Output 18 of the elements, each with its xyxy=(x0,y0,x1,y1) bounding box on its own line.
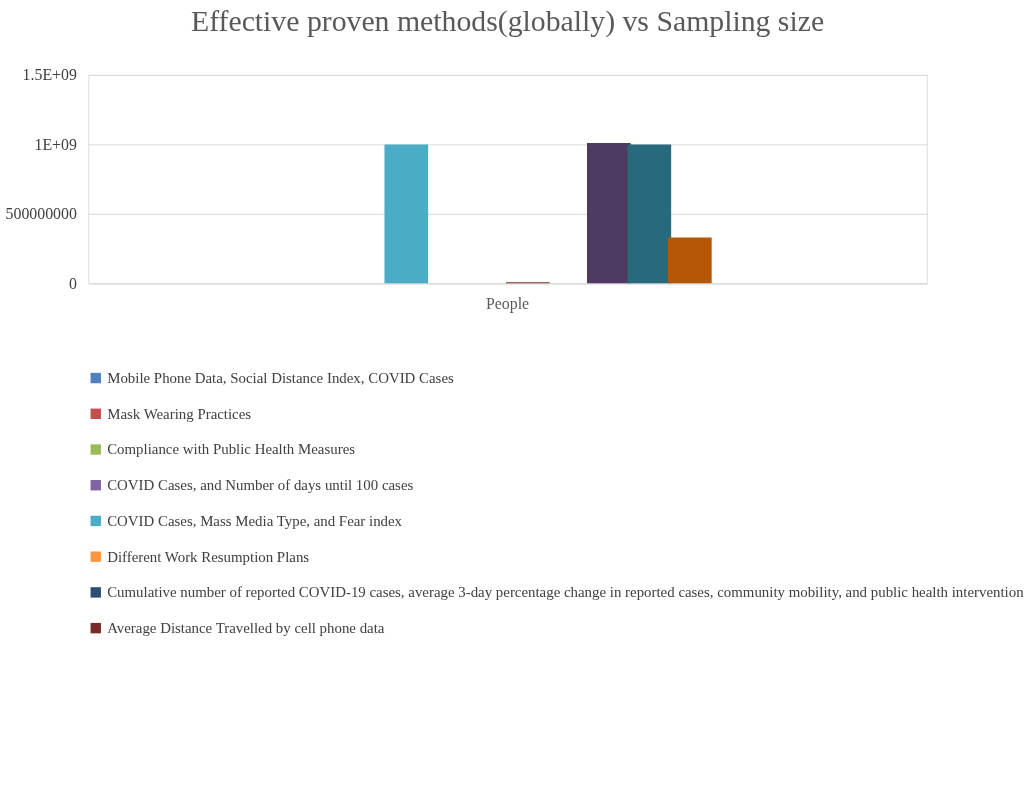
legend-label: Average Distance Travelled by cell phone data xyxy=(107,620,385,637)
legend-label: Different Work Resumption Plans xyxy=(107,548,310,565)
legend-label: Mobile Phone Data, Social Distance Index, COVID Cases xyxy=(107,370,454,387)
bar xyxy=(627,144,672,284)
legend-label: COVID Cases, and Number of days until 100 cases xyxy=(107,477,414,494)
legend-label: Compliance with Public Health Measures xyxy=(107,441,356,458)
legend-label: Cumulative number of reported COVID-19 cases, average 3-day percentage change in reported cases, community mobility, and public health intervention xyxy=(107,584,1025,601)
y-tick-label: 0 xyxy=(68,274,77,292)
x-tick-label: People xyxy=(485,294,530,313)
bar xyxy=(668,237,712,284)
y-tick-label: 1E+09 xyxy=(34,135,77,153)
y-tick-label: 1.5E+09 xyxy=(22,66,77,84)
y-tick-label: 500000000 xyxy=(5,205,77,223)
bar xyxy=(586,142,631,284)
chart-title: Effective proven methods(globally) vs Sampling size xyxy=(190,4,825,39)
bar xyxy=(384,144,429,284)
legend-label: Mask Wearing Practices xyxy=(107,405,252,422)
legend-label: COVID Cases, Mass Media Type, and Fear index xyxy=(107,512,403,529)
